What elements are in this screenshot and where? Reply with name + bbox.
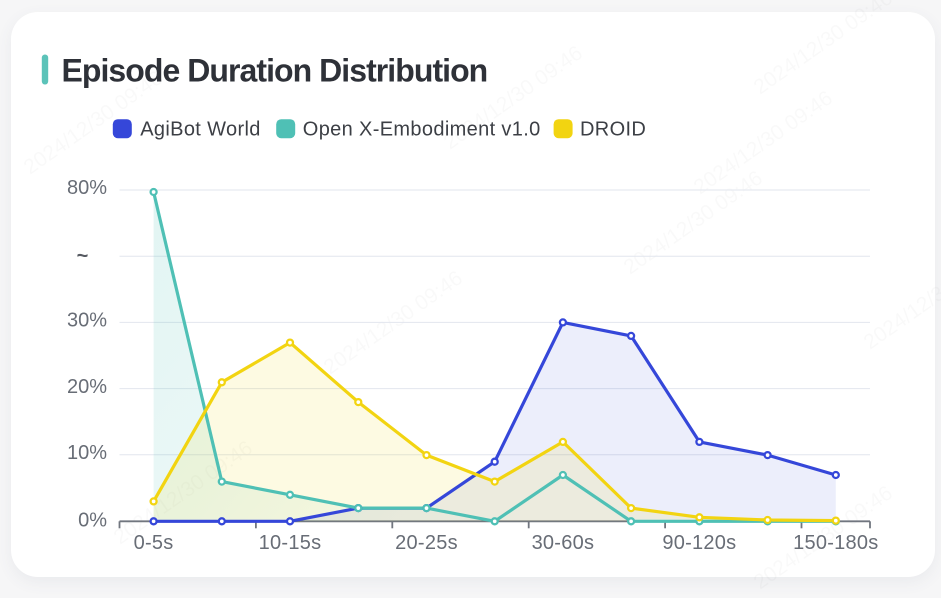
svg-text:150-180s: 150-180s	[793, 532, 878, 554]
svg-text:80%: 80%	[67, 177, 107, 199]
svg-text:90-120s: 90-120s	[662, 532, 736, 554]
svg-text:30-60s: 30-60s	[532, 532, 595, 554]
svg-text:DROID: DROID	[580, 119, 646, 141]
svg-text:0-5s: 0-5s	[134, 532, 174, 554]
svg-text:AgiBot World: AgiBot World	[140, 119, 261, 141]
svg-text:20%: 20%	[67, 376, 107, 398]
svg-text:20-25s: 20-25s	[395, 532, 458, 554]
svg-text:Episode Duration Distribution: Episode Duration Distribution	[62, 53, 488, 89]
svg-text:30%: 30%	[67, 310, 107, 332]
svg-text:10-15s: 10-15s	[259, 532, 322, 554]
svg-text:2024/12/30 09:46: 2024/12/30 09:46	[750, 0, 897, 99]
svg-text:10%: 10%	[67, 442, 107, 464]
svg-text:0%: 0%	[78, 510, 107, 532]
svg-text:2024/12/30 09:46: 2024/12/30 09:46	[860, 241, 941, 354]
svg-text:~: ~	[77, 245, 89, 267]
svg-text:Open X-Embodiment v1.0: Open X-Embodiment v1.0	[303, 119, 541, 141]
